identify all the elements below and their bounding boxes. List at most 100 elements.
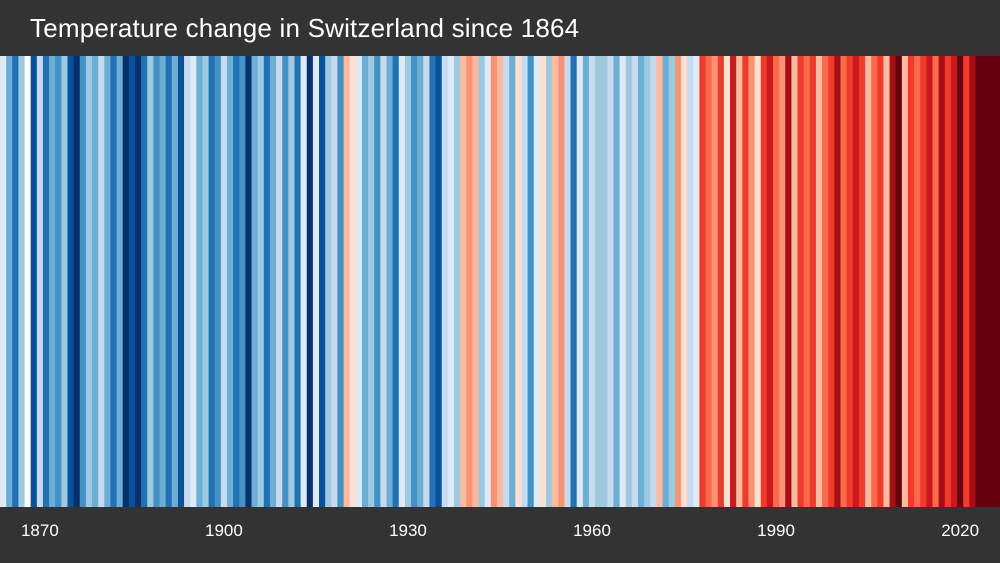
stripe-1878 <box>85 56 93 507</box>
stripe-1905 <box>251 56 259 507</box>
stripe-1917 <box>325 56 332 507</box>
stripe-2000 <box>834 56 841 507</box>
stripe-1932 <box>417 56 424 507</box>
stripe-1978 <box>699 56 706 507</box>
stripe-1877 <box>79 56 87 507</box>
stripe-1870 <box>36 56 44 507</box>
stripe-1984 <box>736 56 743 507</box>
stripe-1888 <box>147 56 154 507</box>
stripe-1959 <box>582 56 590 507</box>
stripe-1911 <box>288 56 295 507</box>
stripe-2021 <box>963 56 970 507</box>
stripe-2003 <box>852 56 860 507</box>
stripe-1939 <box>460 56 467 507</box>
stripe-1941 <box>472 56 479 507</box>
x-tick-label: 1930 <box>389 521 427 540</box>
stripe-1892 <box>171 56 179 507</box>
stripe-1987 <box>754 56 762 507</box>
stripe-1889 <box>153 56 160 507</box>
stripe-2001 <box>840 56 847 507</box>
stripe-1966 <box>625 56 633 507</box>
stripe-2012 <box>907 56 915 507</box>
stripe-1922 <box>355 56 363 507</box>
stripe-1902 <box>233 56 240 507</box>
stripe-1935 <box>435 56 443 507</box>
stripe-1977 <box>693 56 700 507</box>
stripe-1868 <box>24 56 32 507</box>
stripe-1913 <box>300 56 308 507</box>
stripe-1985 <box>742 56 749 507</box>
stripe-2005 <box>865 56 872 507</box>
stripe-1899 <box>214 56 222 507</box>
stripe-1996 <box>809 56 817 507</box>
stripe-1887 <box>141 56 148 507</box>
stripe-1910 <box>282 56 289 507</box>
stripe-1903 <box>239 56 246 507</box>
stripe-1980 <box>711 56 719 507</box>
stripe-1950 <box>527 56 535 507</box>
stripe-1908 <box>269 56 277 507</box>
stripe-1954 <box>552 56 559 507</box>
stripe-1945 <box>496 56 504 507</box>
stripe-1936 <box>441 56 449 507</box>
stripe-1956 <box>564 56 571 507</box>
stripe-1909 <box>276 56 283 507</box>
stripe-1961 <box>595 56 602 507</box>
stripe-1895 <box>190 56 197 507</box>
x-tick-label: 1990 <box>757 521 795 540</box>
stripe-1869 <box>30 56 38 507</box>
stripe-1898 <box>208 56 216 507</box>
stripe-1907 <box>263 56 271 507</box>
stripe-1972 <box>662 56 670 507</box>
stripe-1963 <box>607 56 614 507</box>
stripe-1971 <box>656 56 663 507</box>
stripe-1937 <box>447 56 455 507</box>
stripe-1886 <box>134 56 142 507</box>
x-tick-label: 1960 <box>573 521 611 540</box>
chart-title: Temperature change in Switzerland since … <box>30 13 580 43</box>
stripe-1879 <box>92 56 99 507</box>
stripe-1896 <box>196 56 203 507</box>
stripe-1897 <box>202 56 209 507</box>
stripe-1981 <box>717 56 725 507</box>
stripe-1921 <box>349 56 357 507</box>
stripe-1906 <box>257 56 265 507</box>
x-tick-label: 1870 <box>21 521 59 540</box>
stripe-1957 <box>570 56 578 507</box>
stripe-1933 <box>423 56 430 507</box>
stripe-1975 <box>680 56 688 507</box>
stripe-1894 <box>184 56 191 507</box>
stripe-1926 <box>380 56 387 507</box>
stripe-1914 <box>306 56 314 507</box>
stripe-2014 <box>920 56 927 507</box>
stripe-1958 <box>576 56 584 507</box>
stripe-1901 <box>226 56 234 507</box>
stripe-1874 <box>61 56 68 507</box>
stripe-2006 <box>871 56 878 507</box>
stripe-1900 <box>220 56 228 507</box>
stripe-1997 <box>815 56 823 507</box>
stripe-1949 <box>521 56 528 507</box>
stripe-1952 <box>539 56 547 507</box>
stripe-1931 <box>411 56 418 507</box>
stripe-1969 <box>644 56 651 507</box>
stripe-1940 <box>466 56 473 507</box>
stripe-1872 <box>49 56 56 507</box>
stripe-1884 <box>122 56 130 507</box>
stripe-1927 <box>386 56 393 507</box>
stripe-1934 <box>429 56 436 507</box>
stripe-1983 <box>730 56 737 507</box>
stripe-1989 <box>766 56 774 507</box>
stripe-1999 <box>828 56 835 507</box>
stripe-1948 <box>515 56 522 507</box>
stripe-1871 <box>42 56 50 507</box>
stripe-1951 <box>533 56 541 507</box>
stripe-1942 <box>478 56 486 507</box>
stripe-2016 <box>932 56 939 507</box>
stripe-1918 <box>331 56 338 507</box>
stripe-1955 <box>558 56 565 507</box>
stripe-1912 <box>294 56 301 507</box>
x-tick-label: 1900 <box>205 521 243 540</box>
stripe-1923 <box>361 56 369 507</box>
stripe-1976 <box>687 56 694 507</box>
